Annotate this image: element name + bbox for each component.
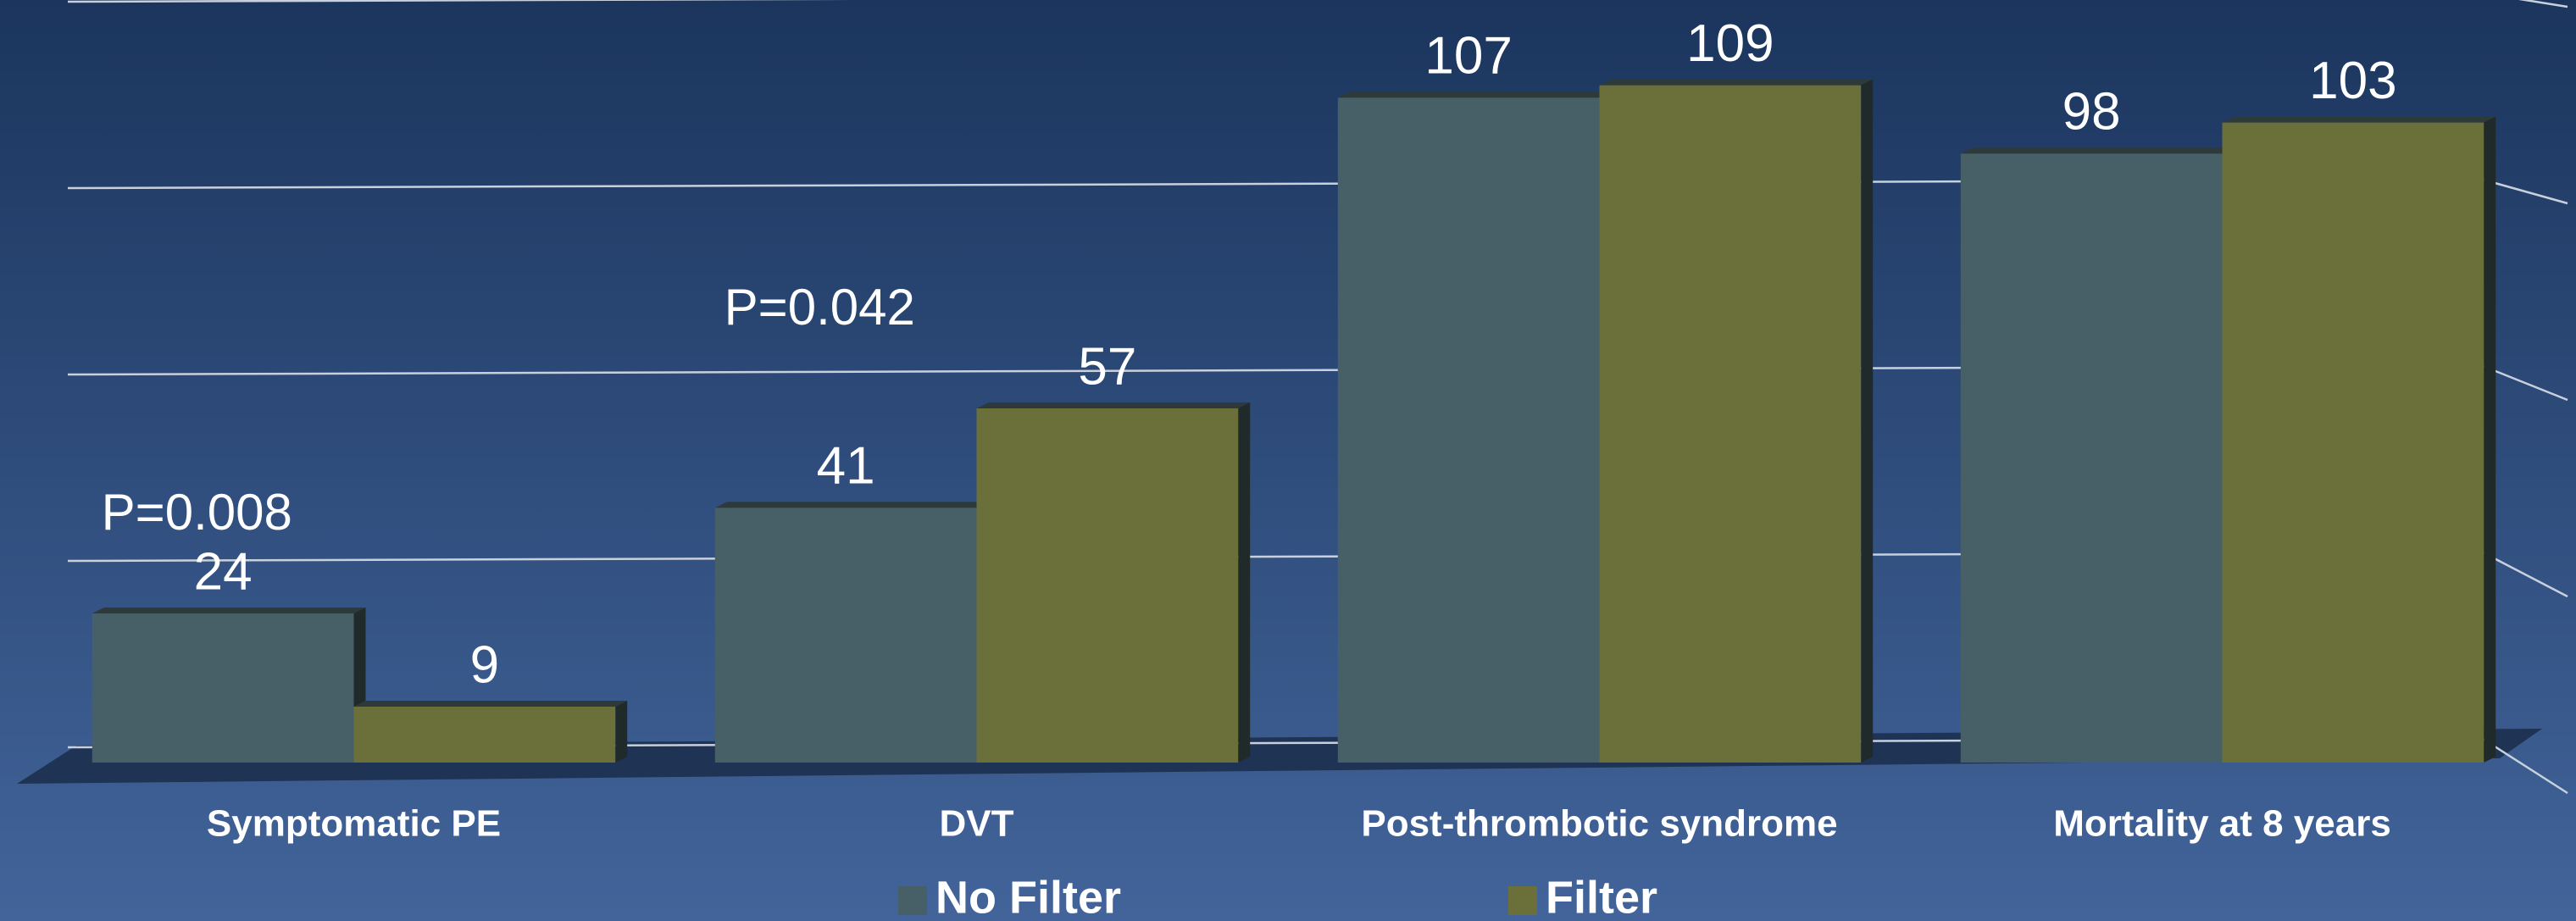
bar-top [976,402,1251,408]
x-tick-label: Mortality at 8 years [2053,803,2391,845]
value-label: 98 [2062,83,2121,141]
value-label: 109 [1686,14,1774,73]
bar-side [1861,79,1874,763]
bar-top [92,608,366,613]
grid-line-side [2482,178,2568,205]
value-label: 9 [470,635,499,694]
annotation: P=0.042 [724,279,915,336]
value-label: 107 [1424,27,1512,86]
bar-side [615,701,628,763]
annotation: P=0.008 [102,484,292,541]
grid-line-side [2482,364,2568,402]
grid-line-side [2518,0,2568,8]
bar [1599,85,1862,763]
bar-top [714,502,989,508]
legend-label: No Filter [935,872,1121,921]
bar-top [1960,147,2235,154]
bar [976,408,1239,763]
bar-top [1599,79,1874,86]
bar-top [353,701,628,707]
grid-line-side [2482,551,2568,598]
bar [92,613,354,763]
x-tick-label: Post-thrombotic syndrome [1361,803,1837,845]
bar [1337,97,1600,763]
floor [17,729,2542,784]
value-label: 57 [1078,337,1136,396]
bar [353,707,616,763]
bar-top [1337,92,1612,98]
bar [1960,153,2223,763]
legend-swatch [898,886,927,915]
bar [2222,122,2484,763]
grid-line-side [2482,737,2568,795]
grid-line [67,0,853,3]
value-label: 103 [2309,52,2396,110]
x-tick-label: Symptomatic PE [207,803,501,845]
legend-label: Filter [1546,872,1657,921]
value-label: 41 [817,437,875,496]
bar-top [2222,116,2496,123]
legend-swatch [1508,886,1537,915]
value-label: 24 [194,542,253,601]
bar [714,508,977,763]
bar-side [2484,116,2496,763]
x-tick-label: DVT [940,803,1014,845]
bar-side [1238,402,1251,763]
